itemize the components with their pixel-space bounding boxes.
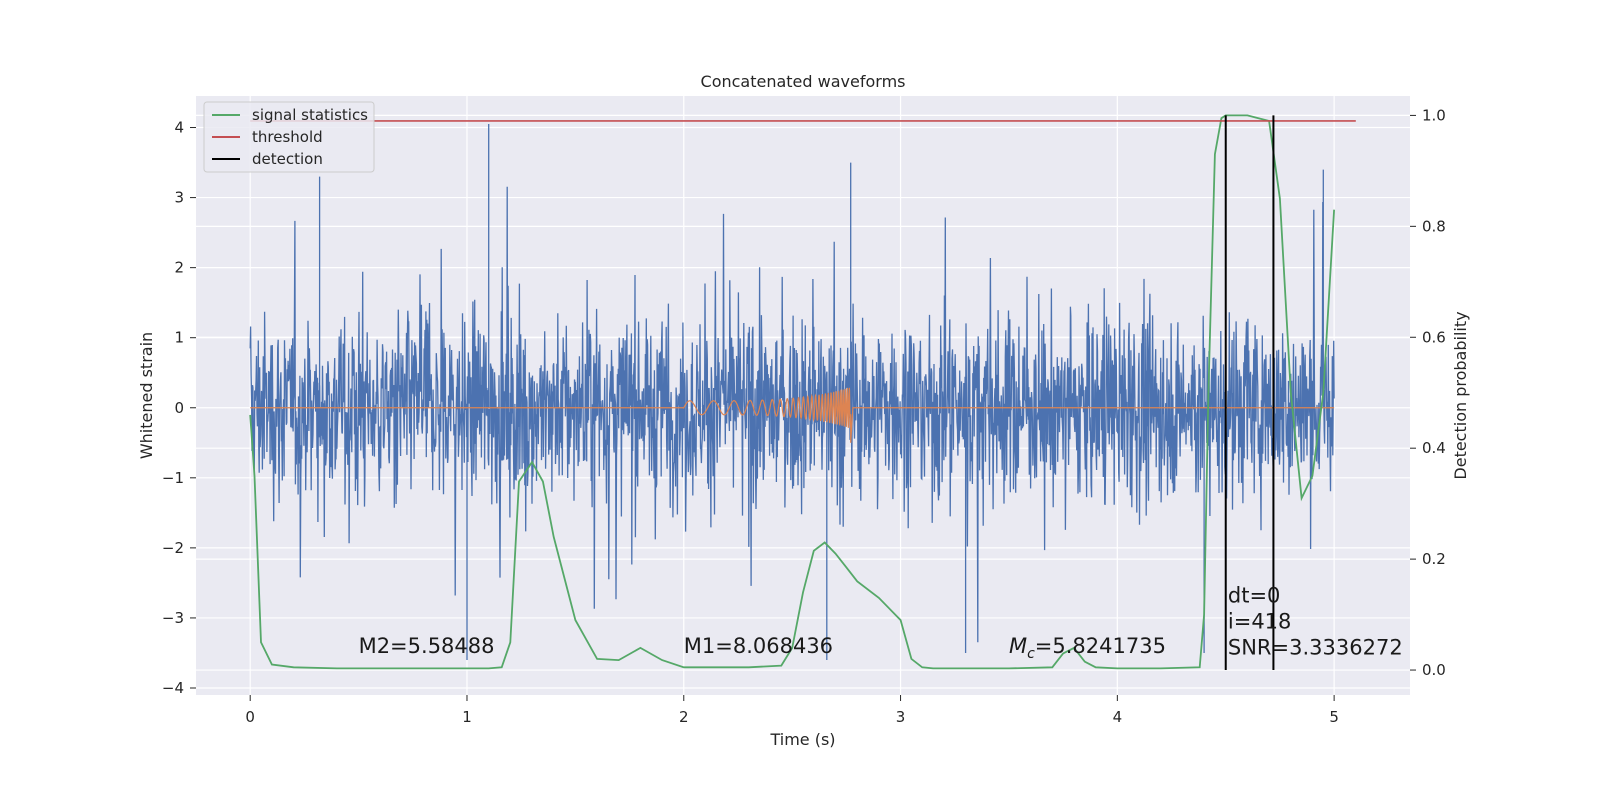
x-tick-label: 5 bbox=[1329, 708, 1339, 726]
x-axis-label: Time (s) bbox=[769, 730, 835, 749]
x-tick-label: 2 bbox=[679, 708, 689, 726]
y2-tick-label: 0.2 bbox=[1422, 550, 1446, 568]
chart-title: Concatenated waveforms bbox=[701, 72, 906, 91]
x-tick-label: 3 bbox=[896, 708, 906, 726]
x-tick-label: 4 bbox=[1113, 708, 1123, 726]
right-axis-ticks: 0.0 0.2 0.4 0.6 0.8 1.0 bbox=[1410, 106, 1446, 679]
injected-waveform-series bbox=[250, 387, 1335, 443]
grid bbox=[196, 96, 1410, 695]
x-tick-label: 1 bbox=[462, 708, 472, 726]
signal-statistics-series bbox=[249, 114, 1335, 670]
legend-box bbox=[203, 101, 375, 173]
right-axis-series-layer bbox=[249, 114, 1356, 671]
annotation-text: M1=8.068436 bbox=[684, 634, 833, 658]
y2-tick-label: 0.4 bbox=[1422, 439, 1446, 457]
y2-tick-label: 0.8 bbox=[1422, 217, 1446, 235]
legend-label: detection bbox=[252, 150, 323, 168]
y-tick-label: 0 bbox=[174, 399, 184, 417]
annotation-text: M2=5.58488 bbox=[359, 634, 495, 658]
y2-tick-label: 0.6 bbox=[1422, 328, 1446, 346]
left-axis-ticks: −4 −3 −2 −1 0 1 2 3 4 bbox=[162, 119, 196, 697]
y-tick-label: −1 bbox=[162, 469, 184, 487]
y-axis-label: Whitened strain bbox=[137, 332, 156, 459]
x-axis-ticks: 0 1 2 3 4 5 bbox=[245, 695, 1339, 726]
y-tick-label: −4 bbox=[162, 679, 184, 697]
legend-label: signal statistics bbox=[252, 106, 368, 124]
whitened-strain-series bbox=[249, 124, 1335, 660]
annotation-text: i=418 bbox=[1228, 609, 1292, 633]
series-layer bbox=[249, 124, 1335, 660]
legend-label: threshold bbox=[252, 128, 323, 146]
annotation-text: SNR=3.3336272 bbox=[1228, 635, 1403, 659]
annotation-text: dt=0 bbox=[1228, 584, 1281, 608]
y2-tick-label: 0.0 bbox=[1422, 661, 1446, 679]
y-tick-label: 3 bbox=[174, 189, 184, 207]
y2-axis-label: Detection probability bbox=[1451, 311, 1470, 479]
annotation-text: Mc=5.8241735 bbox=[1009, 634, 1166, 662]
y2-tick-label: 1.0 bbox=[1422, 106, 1446, 124]
x-tick-label: 0 bbox=[245, 708, 255, 726]
annotations: M2=5.58488 M1=8.068436 Mc=5.8241735 dt=0i=4… bbox=[359, 584, 1403, 662]
y-tick-label: 4 bbox=[174, 119, 184, 137]
legend: signal statistics threshold detection bbox=[203, 101, 375, 173]
y-tick-label: 1 bbox=[174, 329, 184, 347]
y-tick-label: 2 bbox=[174, 259, 184, 277]
y-tick-label: −2 bbox=[162, 539, 184, 557]
y-tick-label: −3 bbox=[162, 609, 184, 627]
